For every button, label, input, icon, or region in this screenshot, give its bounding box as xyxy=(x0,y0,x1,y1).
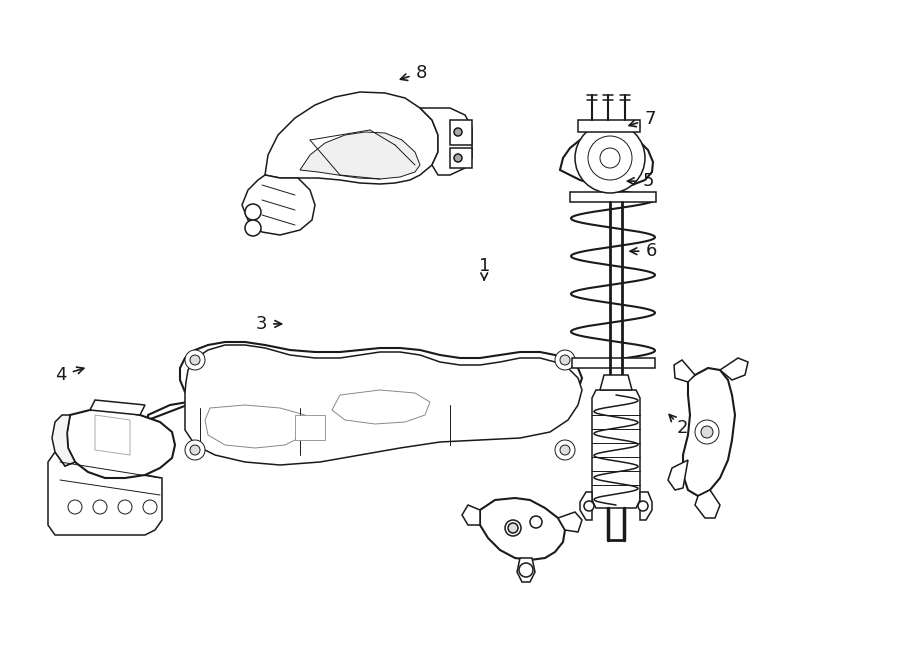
Text: 5: 5 xyxy=(643,172,653,190)
Circle shape xyxy=(588,136,632,180)
Polygon shape xyxy=(265,92,438,184)
Circle shape xyxy=(638,501,648,511)
Polygon shape xyxy=(450,120,472,145)
Circle shape xyxy=(530,516,542,528)
Polygon shape xyxy=(570,192,656,202)
Text: 4: 4 xyxy=(56,366,67,385)
Text: 3: 3 xyxy=(256,315,266,333)
Polygon shape xyxy=(695,490,720,518)
Circle shape xyxy=(185,350,205,370)
Circle shape xyxy=(68,500,82,514)
Polygon shape xyxy=(640,492,652,520)
Circle shape xyxy=(143,500,157,514)
Polygon shape xyxy=(67,410,175,478)
Polygon shape xyxy=(90,400,145,415)
Text: 2: 2 xyxy=(677,419,688,438)
Text: 8: 8 xyxy=(416,63,427,82)
Text: 1: 1 xyxy=(479,256,490,275)
Polygon shape xyxy=(95,415,130,455)
Circle shape xyxy=(454,128,462,136)
Circle shape xyxy=(454,154,462,162)
Polygon shape xyxy=(578,120,640,132)
Polygon shape xyxy=(295,415,325,440)
Polygon shape xyxy=(242,175,315,235)
Polygon shape xyxy=(572,358,655,368)
Polygon shape xyxy=(450,148,472,168)
Polygon shape xyxy=(720,358,748,380)
Polygon shape xyxy=(517,558,535,582)
Polygon shape xyxy=(683,368,735,496)
Circle shape xyxy=(560,445,570,455)
Circle shape xyxy=(118,500,132,514)
Circle shape xyxy=(245,204,261,220)
Polygon shape xyxy=(558,512,582,532)
Polygon shape xyxy=(52,415,75,466)
Polygon shape xyxy=(148,342,582,420)
Text: 6: 6 xyxy=(646,242,657,260)
Polygon shape xyxy=(462,505,480,525)
Circle shape xyxy=(505,520,521,536)
Circle shape xyxy=(190,445,200,455)
Polygon shape xyxy=(48,452,162,535)
Circle shape xyxy=(519,563,533,577)
Polygon shape xyxy=(332,390,430,424)
Polygon shape xyxy=(668,460,688,490)
Circle shape xyxy=(245,220,261,236)
Polygon shape xyxy=(592,390,640,508)
Circle shape xyxy=(555,350,575,370)
Circle shape xyxy=(93,500,107,514)
Circle shape xyxy=(560,355,570,365)
Text: 7: 7 xyxy=(644,110,655,128)
Circle shape xyxy=(600,148,620,168)
Circle shape xyxy=(190,355,200,365)
Circle shape xyxy=(695,420,719,444)
Circle shape xyxy=(555,440,575,460)
Polygon shape xyxy=(480,498,565,560)
Circle shape xyxy=(701,426,713,438)
Polygon shape xyxy=(580,492,592,520)
Circle shape xyxy=(584,501,594,511)
Polygon shape xyxy=(205,405,305,448)
Polygon shape xyxy=(185,345,582,465)
Circle shape xyxy=(508,523,518,533)
Circle shape xyxy=(575,123,645,193)
Polygon shape xyxy=(560,133,653,187)
Circle shape xyxy=(185,440,205,460)
Polygon shape xyxy=(674,360,695,382)
Polygon shape xyxy=(420,108,472,175)
Polygon shape xyxy=(600,375,632,390)
Polygon shape xyxy=(300,132,420,179)
